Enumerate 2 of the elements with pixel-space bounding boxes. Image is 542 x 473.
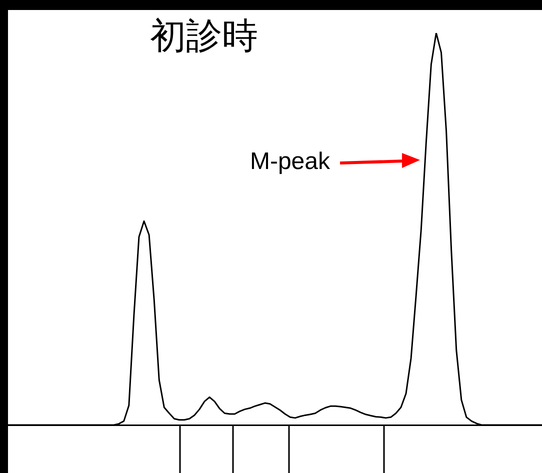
chart-title: 初診時	[150, 15, 258, 59]
annotation: M-peak	[250, 148, 330, 176]
